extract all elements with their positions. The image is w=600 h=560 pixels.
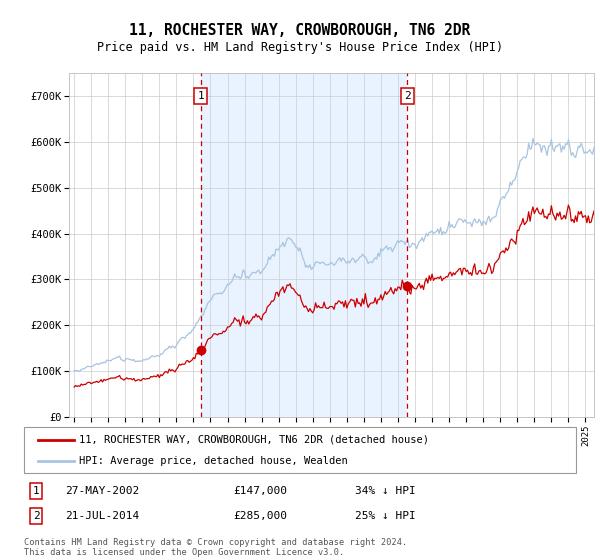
Text: £147,000: £147,000 [234,486,288,496]
Text: Contains HM Land Registry data © Crown copyright and database right 2024.
This d: Contains HM Land Registry data © Crown c… [24,538,407,557]
Text: 1: 1 [197,91,204,101]
Text: HPI: Average price, detached house, Wealden: HPI: Average price, detached house, Weal… [79,456,348,466]
Text: 25% ↓ HPI: 25% ↓ HPI [355,511,416,521]
Text: 11, ROCHESTER WAY, CROWBOROUGH, TN6 2DR (detached house): 11, ROCHESTER WAY, CROWBOROUGH, TN6 2DR … [79,435,429,445]
Text: 2: 2 [33,511,40,521]
FancyBboxPatch shape [24,427,576,473]
Text: 27-MAY-2002: 27-MAY-2002 [65,486,140,496]
Text: £285,000: £285,000 [234,511,288,521]
Text: 1: 1 [33,486,40,496]
Text: 11, ROCHESTER WAY, CROWBOROUGH, TN6 2DR: 11, ROCHESTER WAY, CROWBOROUGH, TN6 2DR [130,24,470,38]
Text: 21-JUL-2014: 21-JUL-2014 [65,511,140,521]
Text: 2: 2 [404,91,411,101]
Bar [200,73,407,417]
Text: 34% ↓ HPI: 34% ↓ HPI [355,486,416,496]
Text: Price paid vs. HM Land Registry's House Price Index (HPI): Price paid vs. HM Land Registry's House … [97,41,503,54]
